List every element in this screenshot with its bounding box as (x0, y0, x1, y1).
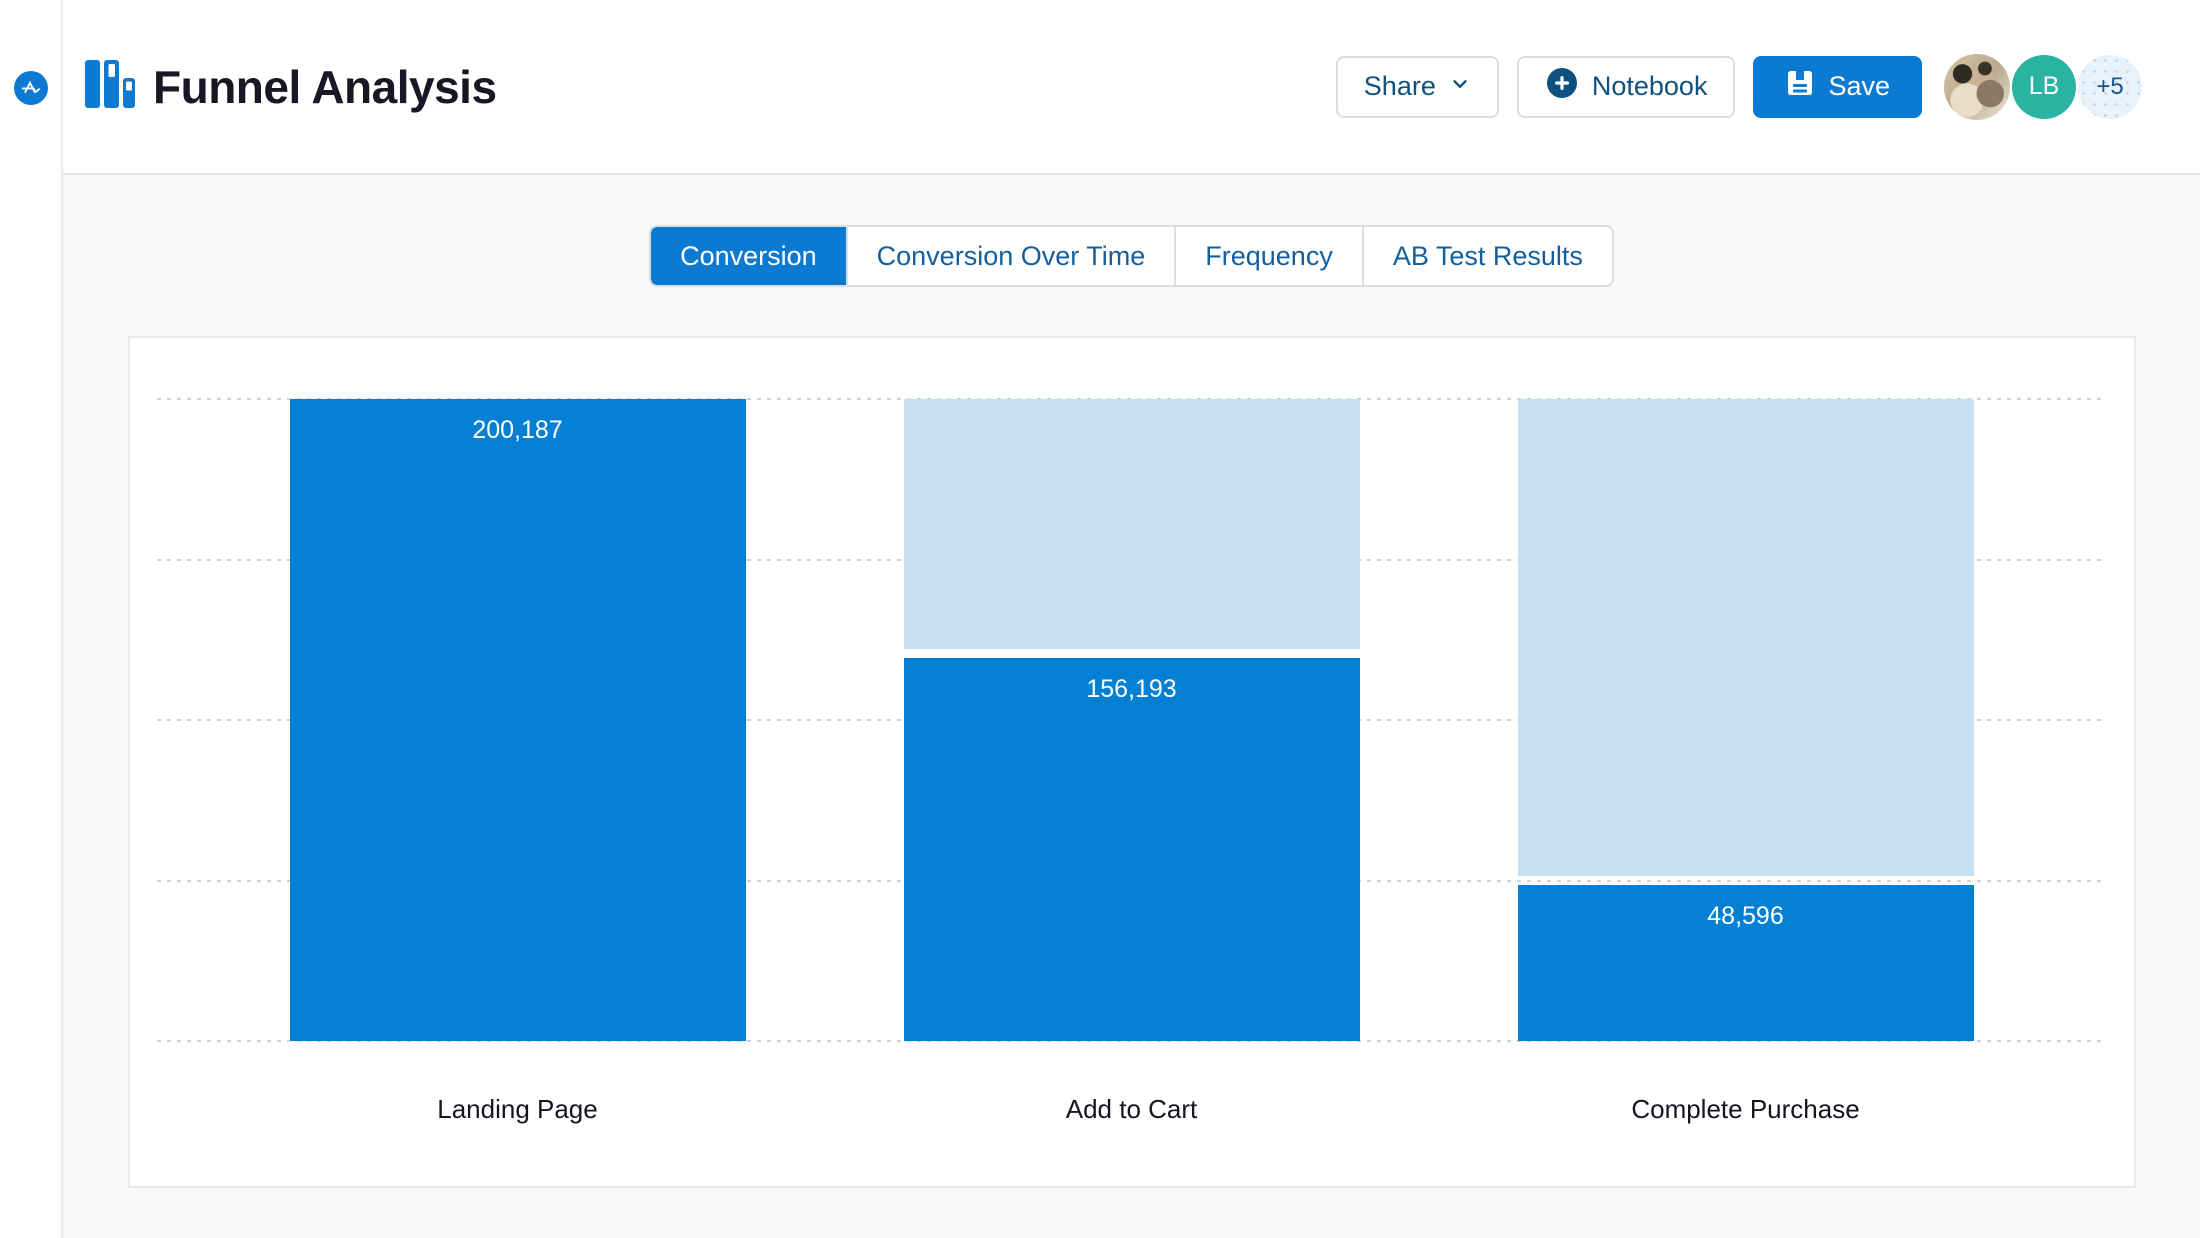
save-button-label: Save (1828, 71, 1890, 101)
funnel-bar[interactable]: 48,596 (1517, 885, 1974, 1041)
tab-frequency[interactable]: Frequency (1176, 227, 1364, 285)
baseline-ghost-bar[interactable] (903, 399, 1360, 649)
left-rail (0, 0, 63, 1238)
avatar[interactable] (1944, 53, 2010, 120)
category-label: Landing Page (437, 1094, 598, 1124)
bar-value-label: 48,596 (1707, 902, 1784, 930)
floppy-disk-icon (1785, 68, 1815, 105)
chevron-down-icon (1449, 71, 1471, 102)
tab-bar: Conversion Conversion Over Time Frequenc… (649, 225, 1614, 287)
funnel-bar[interactable]: 156,193 (903, 657, 1360, 1041)
funnel-bars: 200,187 156,193 48,596 (289, 399, 1974, 1041)
save-button[interactable]: Save (1753, 55, 1922, 118)
content-area: Conversion Conversion Over Time Frequenc… (63, 175, 2200, 1238)
avatar-initials[interactable]: LB (2012, 54, 2076, 119)
main-column: Funnel Analysis Share (63, 0, 2200, 1238)
category-label: Complete Purchase (1631, 1094, 1860, 1124)
title-wrap: Funnel Analysis (83, 58, 497, 115)
funnel-column: 200,187 (289, 399, 746, 1041)
avatar-stack: LB +5 (1944, 53, 2142, 120)
chart-card: 200,187 156,193 48,596 Landing Page Add to … (127, 336, 2136, 1188)
plus-circle-icon (1545, 66, 1579, 107)
bar-value-label: 200,187 (472, 416, 563, 444)
funnel-bar[interactable]: 200,187 (289, 399, 746, 1041)
bar-value-label: 156,193 (1086, 674, 1177, 703)
funnel-bars-icon (83, 58, 135, 115)
funnel-column: 156,193 (903, 399, 1360, 1041)
gridline (156, 1040, 2107, 1042)
share-button[interactable]: Share (1335, 55, 1499, 118)
amplitude-logo-icon[interactable] (13, 71, 48, 105)
avatar-overflow-badge[interactable]: +5 (2078, 54, 2142, 119)
baseline-ghost-bar[interactable] (1517, 399, 1974, 876)
category-label: Add to Cart (1065, 1094, 1198, 1124)
tab-ab-test-results[interactable]: AB Test Results (1363, 227, 1612, 285)
category-labels: Landing Page Add to Cart Complete Purchase (290, 1094, 1974, 1125)
notebook-button-label: Notebook (1591, 71, 1708, 101)
tab-conversion[interactable]: Conversion (651, 227, 848, 285)
page-title: Funnel Analysis (153, 60, 497, 113)
notebook-button[interactable]: Notebook (1516, 55, 1736, 118)
share-button-label: Share (1363, 71, 1436, 101)
header-actions: Share Notebook (1335, 53, 2142, 120)
header: Funnel Analysis Share (63, 0, 2200, 175)
funnel-column: 48,596 (1517, 399, 1974, 1041)
tab-conversion-over-time[interactable]: Conversion Over Time (847, 227, 1177, 285)
